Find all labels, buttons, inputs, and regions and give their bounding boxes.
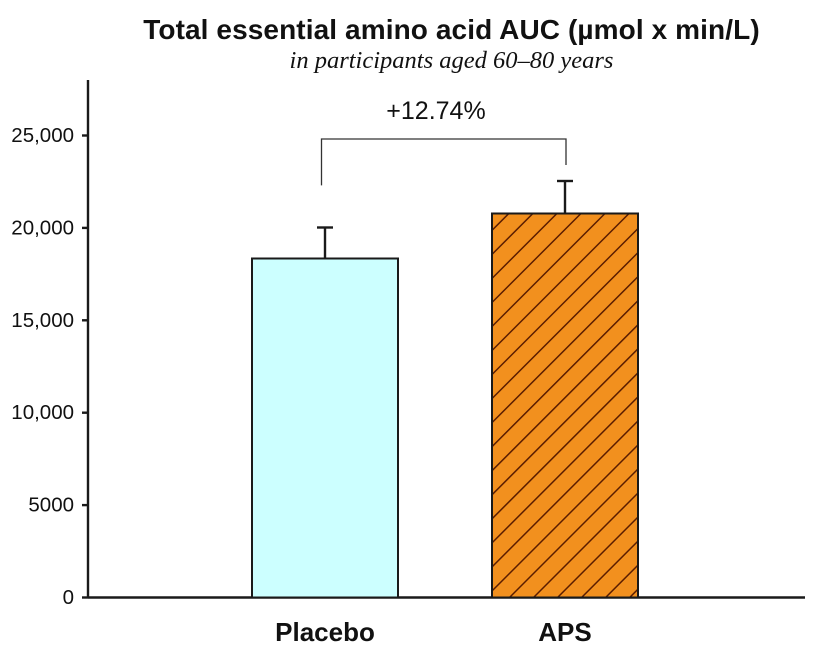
svg-text:5000: 5000 bbox=[28, 494, 74, 517]
svg-text:10,000: 10,000 bbox=[11, 401, 74, 424]
svg-text:+12.74%: +12.74% bbox=[386, 97, 485, 125]
svg-text:APS: APS bbox=[538, 617, 591, 647]
svg-text:15,000: 15,000 bbox=[11, 309, 74, 332]
svg-text:25,000: 25,000 bbox=[11, 124, 74, 147]
svg-text:Placebo: Placebo bbox=[275, 617, 375, 647]
svg-text:20,000: 20,000 bbox=[11, 217, 74, 240]
svg-text:0: 0 bbox=[63, 586, 74, 609]
